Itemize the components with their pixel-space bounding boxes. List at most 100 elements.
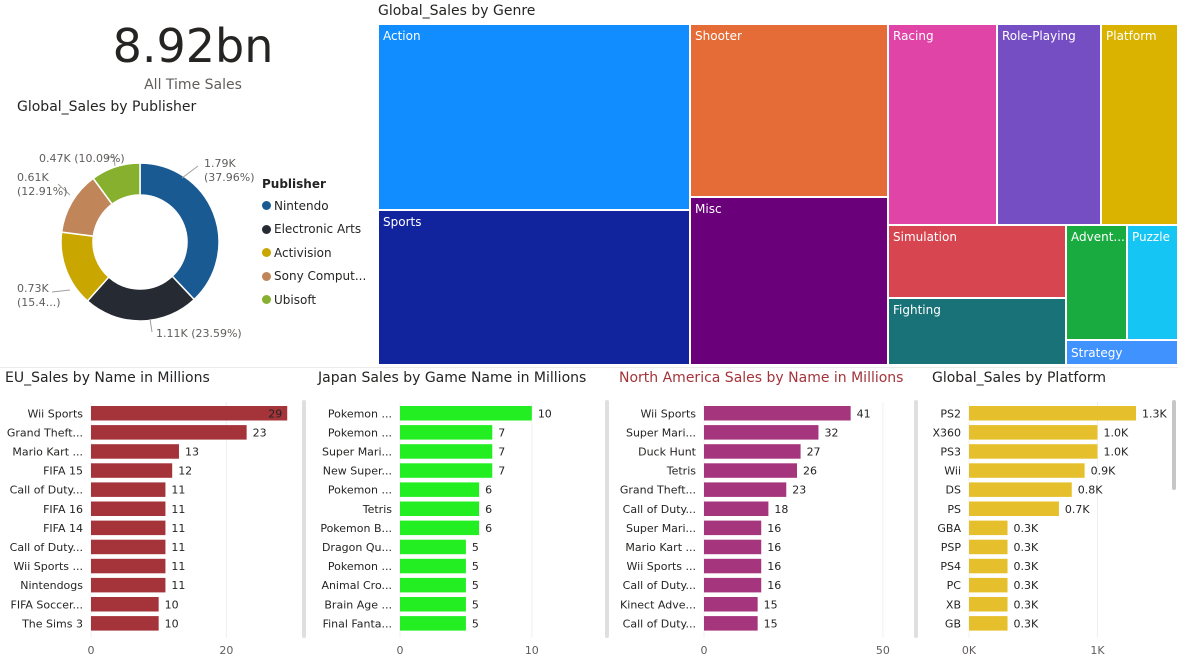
y-category-label: Call of Duty... <box>623 579 696 592</box>
bar[interactable] <box>969 520 1008 536</box>
bar[interactable] <box>400 539 466 555</box>
bar[interactable] <box>704 616 758 631</box>
bar[interactable] <box>969 539 1008 555</box>
bar[interactable] <box>704 406 851 421</box>
treemap-cell[interactable]: Misc <box>690 197 888 365</box>
treemap-cell[interactable]: Role-Playing <box>997 24 1101 225</box>
bar[interactable] <box>91 406 288 421</box>
bar[interactable] <box>91 501 166 517</box>
bar[interactable] <box>400 520 480 536</box>
bar-value-label: 0.9K <box>1091 465 1116 478</box>
y-category-label: Grand Theft... <box>7 426 83 439</box>
bar[interactable] <box>400 558 466 574</box>
bar[interactable] <box>91 597 159 612</box>
donut-leader-line <box>181 165 199 179</box>
bar[interactable] <box>704 577 762 593</box>
legend-item[interactable]: Nintendo <box>262 194 370 218</box>
bar[interactable] <box>704 444 801 459</box>
bar[interactable] <box>91 558 166 574</box>
bar[interactable] <box>969 444 1098 459</box>
donut-data-label: 0.61K <box>17 171 49 184</box>
bar[interactable] <box>704 425 819 440</box>
treemap-cell[interactable]: Racing <box>888 24 997 225</box>
treemap-cell[interactable]: Sports <box>378 210 690 365</box>
bar[interactable] <box>91 577 166 593</box>
x-tick-label: 0 <box>701 644 708 657</box>
bar[interactable] <box>400 616 466 631</box>
bar[interactable] <box>91 444 179 459</box>
treemap-cell-label: Simulation <box>893 230 957 244</box>
platform-sales-bar-chart[interactable]: 0K 1K PS2 1.3K X360 1.0K PS3 1.0K Wii 0.9K DS 0.8K P… <box>920 394 1178 664</box>
legend-item[interactable]: Electronic Arts <box>262 218 370 242</box>
bar[interactable] <box>969 597 1008 612</box>
bar[interactable] <box>704 463 797 478</box>
bar[interactable] <box>704 539 762 555</box>
donut-slice[interactable] <box>92 162 141 206</box>
bar-value-label: 23 <box>253 426 267 439</box>
bar[interactable] <box>969 616 1008 631</box>
bar[interactable] <box>400 501 480 517</box>
treemap-cell[interactable]: Shooter <box>690 24 888 197</box>
donut-leader-line <box>51 289 71 293</box>
donut-slice[interactable] <box>139 162 220 301</box>
bar[interactable] <box>91 482 166 497</box>
bar[interactable] <box>400 577 466 593</box>
bar[interactable] <box>969 482 1072 497</box>
bar[interactable] <box>969 577 1008 593</box>
legend-item[interactable]: Ubisoft <box>262 288 370 312</box>
north-america-sales-bar-chart[interactable]: 0 50 Wii Sports 41 Super Mari... 32 Duck Hunt 2… <box>610 394 920 664</box>
bar[interactable] <box>704 558 762 574</box>
genre-chart-title: Global_Sales by Genre <box>378 3 536 19</box>
y-category-label: FIFA 15 <box>43 465 83 478</box>
y-category-label: The Sims 3 <box>21 617 83 630</box>
eu-chart-scrollbar[interactable] <box>302 400 306 638</box>
bar[interactable] <box>969 425 1098 440</box>
y-category-label: Mario Kart ... <box>625 541 696 554</box>
y-category-label: Pokemon ... <box>328 426 392 439</box>
bar[interactable] <box>91 520 166 536</box>
treemap-cell[interactable]: Fighting <box>888 298 1066 365</box>
jp-chart-scrollbar[interactable] <box>605 400 609 638</box>
bar[interactable] <box>91 425 247 440</box>
bar-value-label: 16 <box>767 541 781 554</box>
bar[interactable] <box>969 501 1059 517</box>
bar-value-label: 10 <box>165 617 179 630</box>
bar[interactable] <box>400 463 493 478</box>
bar[interactable] <box>400 406 532 421</box>
bar-value-label: 26 <box>803 465 817 478</box>
treemap-cell[interactable]: Action <box>378 24 690 210</box>
platform-chart-scrollbar[interactable] <box>1172 400 1176 490</box>
bar[interactable] <box>400 425 493 440</box>
bar[interactable] <box>91 616 159 631</box>
treemap-cell[interactable]: Platform <box>1101 24 1178 225</box>
treemap-cell[interactable]: Simulation <box>888 225 1066 298</box>
bar[interactable] <box>969 406 1136 421</box>
y-category-label: Call of Duty... <box>10 484 83 497</box>
bar[interactable] <box>91 539 166 555</box>
bar[interactable] <box>400 597 466 612</box>
treemap-cell[interactable]: Puzzle <box>1127 225 1178 340</box>
bar-value-label: 23 <box>792 484 806 497</box>
bar-value-label: 10 <box>165 598 179 611</box>
bar[interactable] <box>969 558 1008 574</box>
y-category-label: PS <box>947 503 961 516</box>
treemap-cell-label: Role-Playing <box>1002 29 1076 43</box>
eu-sales-bar-chart[interactable]: 0 20 Wii Sports 29 Grand Theft... 23 Mario Kar… <box>0 394 310 664</box>
legend-item[interactable]: Sony Comput... <box>262 265 370 289</box>
treemap-cell[interactable]: Advent... <box>1066 225 1127 340</box>
bar[interactable] <box>400 482 480 497</box>
publisher-donut-chart[interactable]: 1.79K(37.96%) 1.11K (23.59%) 0.73K(15.4...… <box>0 120 370 360</box>
treemap-cell[interactable]: Strategy <box>1066 340 1178 365</box>
legend-label: Activision <box>274 245 332 260</box>
bar[interactable] <box>704 520 762 536</box>
bar[interactable] <box>400 444 493 459</box>
bar-value-label: 1.3K <box>1142 407 1167 420</box>
na-chart-scrollbar[interactable] <box>914 400 918 638</box>
japan-sales-bar-chart[interactable]: 0 10 Pokemon ... 10 Pokemon ... 7 Super Mari..… <box>310 394 610 664</box>
bar[interactable] <box>91 463 173 478</box>
bar[interactable] <box>969 463 1085 478</box>
bar[interactable] <box>704 482 787 497</box>
bar[interactable] <box>704 501 769 517</box>
bar[interactable] <box>704 597 758 612</box>
legend-item[interactable]: Activision <box>262 241 370 265</box>
